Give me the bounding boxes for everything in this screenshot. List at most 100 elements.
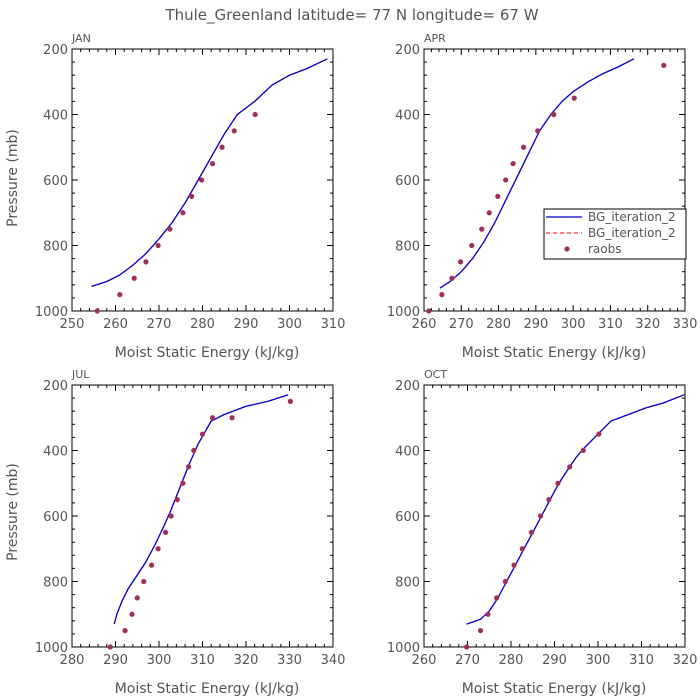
x-tick-label-oct: 320 — [673, 653, 698, 668]
x-tick-label-apr: 260 — [412, 317, 437, 332]
raobs-point-jul — [149, 562, 155, 568]
panel-oct: OCT Moist Static Energy (kJ/kg) 260 270 28… — [387, 368, 698, 697]
figure-title: Thule_Greenland latitude= 77 N longitude… — [164, 6, 538, 25]
x-tick-label-jul: 330 — [277, 653, 302, 668]
raobs-point-apr — [571, 95, 577, 101]
y-tick-label-oct: 400 — [395, 445, 420, 460]
x-tick-label-apr: 300 — [561, 317, 586, 332]
series-line-dashed-jan — [91, 58, 328, 287]
raobs-point-oct — [537, 513, 544, 519]
ylabel-jan: Pressure (mb) — [5, 129, 21, 227]
y-tick-label-jul: 1000 — [35, 641, 68, 656]
plot-oct: 260 270 280 290 300 310 320 1000 800 600 400 200 — [387, 379, 698, 668]
x-tick-label-jan: 280 — [190, 317, 215, 332]
raobs-point-jul — [134, 595, 140, 601]
raobs-point-jul — [185, 464, 192, 470]
y-tick-label-oct: 200 — [395, 379, 420, 394]
y-tick-label-oct: 1000 — [387, 641, 420, 656]
series-line-dashed-jul — [113, 394, 289, 625]
raobs-point-jul — [191, 447, 197, 454]
x-tick-label-jul: 300 — [147, 653, 172, 668]
raobs-point-jan — [199, 177, 205, 183]
x-tick-label-jul: 310 — [190, 653, 215, 668]
xlabel-oct: Moist Static Energy (kJ/kg) — [462, 681, 647, 697]
x-tick-label-jan: 300 — [277, 317, 302, 332]
y-tick-label-oct: 800 — [395, 576, 420, 591]
raobs-point-apr — [439, 292, 445, 298]
y-tick-label-jul: 400 — [43, 445, 68, 460]
plot-frame-apr — [423, 48, 686, 312]
ylabel-jul: Pressure (mb) — [5, 463, 21, 561]
legend: BG_iteration_2 BG_iteration_2 raobs — [543, 208, 687, 260]
raobs-point-jul — [174, 497, 180, 503]
series-line-jul — [113, 394, 289, 625]
raobs-point-jan — [180, 210, 186, 216]
y-tick-label-apr: 400 — [395, 109, 420, 124]
y-tick-label-apr: 200 — [395, 43, 420, 58]
panel-apr: APR Moist Static Energy (kJ/kg) 260 270 28… — [387, 32, 698, 361]
raobs-point-oct — [596, 431, 602, 437]
raobs-point-oct — [502, 578, 508, 585]
raobs-point-jul — [155, 546, 161, 552]
y-tick-label-apr: 600 — [395, 174, 420, 189]
x-tick-label-oct: 300 — [586, 653, 611, 668]
y-tick-label-jul: 600 — [43, 510, 68, 525]
series-line-jan — [91, 58, 328, 288]
raobs-point-oct — [485, 611, 491, 617]
raobs-point-oct — [464, 644, 470, 650]
y-tick-label-jul: 800 — [43, 576, 68, 591]
x-tick-label-jul: 340 — [321, 653, 346, 668]
raobs-point-jan — [94, 308, 100, 314]
x-tick-label-apr: 280 — [486, 317, 511, 332]
xlabel-jan: Moist Static Energy (kJ/kg) — [115, 345, 300, 361]
raobs-point-apr — [503, 177, 509, 183]
x-tick-label-oct: 280 — [499, 653, 524, 668]
x-tick-label-jul: 280 — [60, 653, 85, 668]
x-tick-label-jul: 290 — [103, 653, 128, 668]
x-tick-label-oct: 310 — [629, 653, 654, 668]
raobs-point-apr — [551, 111, 557, 118]
raobs-point-jul — [180, 480, 186, 486]
y-tick-label-jan: 400 — [43, 109, 68, 124]
raobs-point-oct — [555, 480, 561, 486]
raobs-point-jan — [143, 259, 149, 265]
raobs-point-oct — [528, 529, 535, 535]
raobs-point-oct — [511, 562, 517, 568]
plot-jul: 280 290 300 310 320 330 340 1000 800 600 400 200 — [35, 379, 346, 668]
raobs-point-jan — [209, 161, 216, 167]
raobs-point-oct — [580, 447, 586, 454]
legend-label-raobs: raobs — [588, 242, 622, 256]
plot-jan: 250 260 270 280 290 300 310 1000 800 600 400 200 — [35, 43, 346, 332]
x-tick-label-jul: 320 — [234, 653, 259, 668]
y-tick-label-apr: 1000 — [387, 305, 420, 320]
x-tick-label-jan: 310 — [321, 317, 346, 332]
raobs-point-oct — [546, 497, 552, 503]
panel-label-apr: APR — [424, 32, 446, 45]
y-tick-label-jan: 200 — [43, 43, 68, 58]
x-tick-label-apr: 270 — [449, 317, 474, 332]
raobs-point-oct — [519, 546, 525, 552]
raobs-point-jul — [122, 628, 128, 634]
series-line-apr — [439, 58, 635, 289]
x-tick-label-apr: 330 — [673, 317, 698, 332]
raobs-point-jan — [252, 111, 258, 118]
raobs-point-jul — [229, 415, 235, 421]
raobs-point-apr — [486, 210, 492, 216]
x-tick-label-jan: 260 — [103, 317, 128, 332]
raobs-point-jul — [162, 529, 169, 535]
raobs-point-jul — [129, 611, 135, 617]
y-tick-label-jan: 1000 — [35, 305, 68, 320]
x-tick-label-apr: 290 — [523, 317, 548, 332]
y-tick-label-jan: 800 — [43, 240, 68, 255]
x-tick-label-apr: 310 — [598, 317, 623, 332]
panel-label-jan: JAN — [71, 32, 91, 45]
panel-label-jul: JUL — [71, 368, 90, 381]
panel-label-oct: OCT — [424, 368, 447, 381]
raobs-point-apr — [479, 226, 485, 232]
raobs-point-jan — [167, 226, 173, 232]
raobs-point-jul — [209, 415, 216, 421]
raobs-point-oct — [477, 628, 484, 634]
legend-label-dashed: BG_iteration_2 — [588, 226, 676, 240]
x-tick-label-oct: 270 — [455, 653, 480, 668]
plot-frame-jul — [71, 384, 334, 648]
